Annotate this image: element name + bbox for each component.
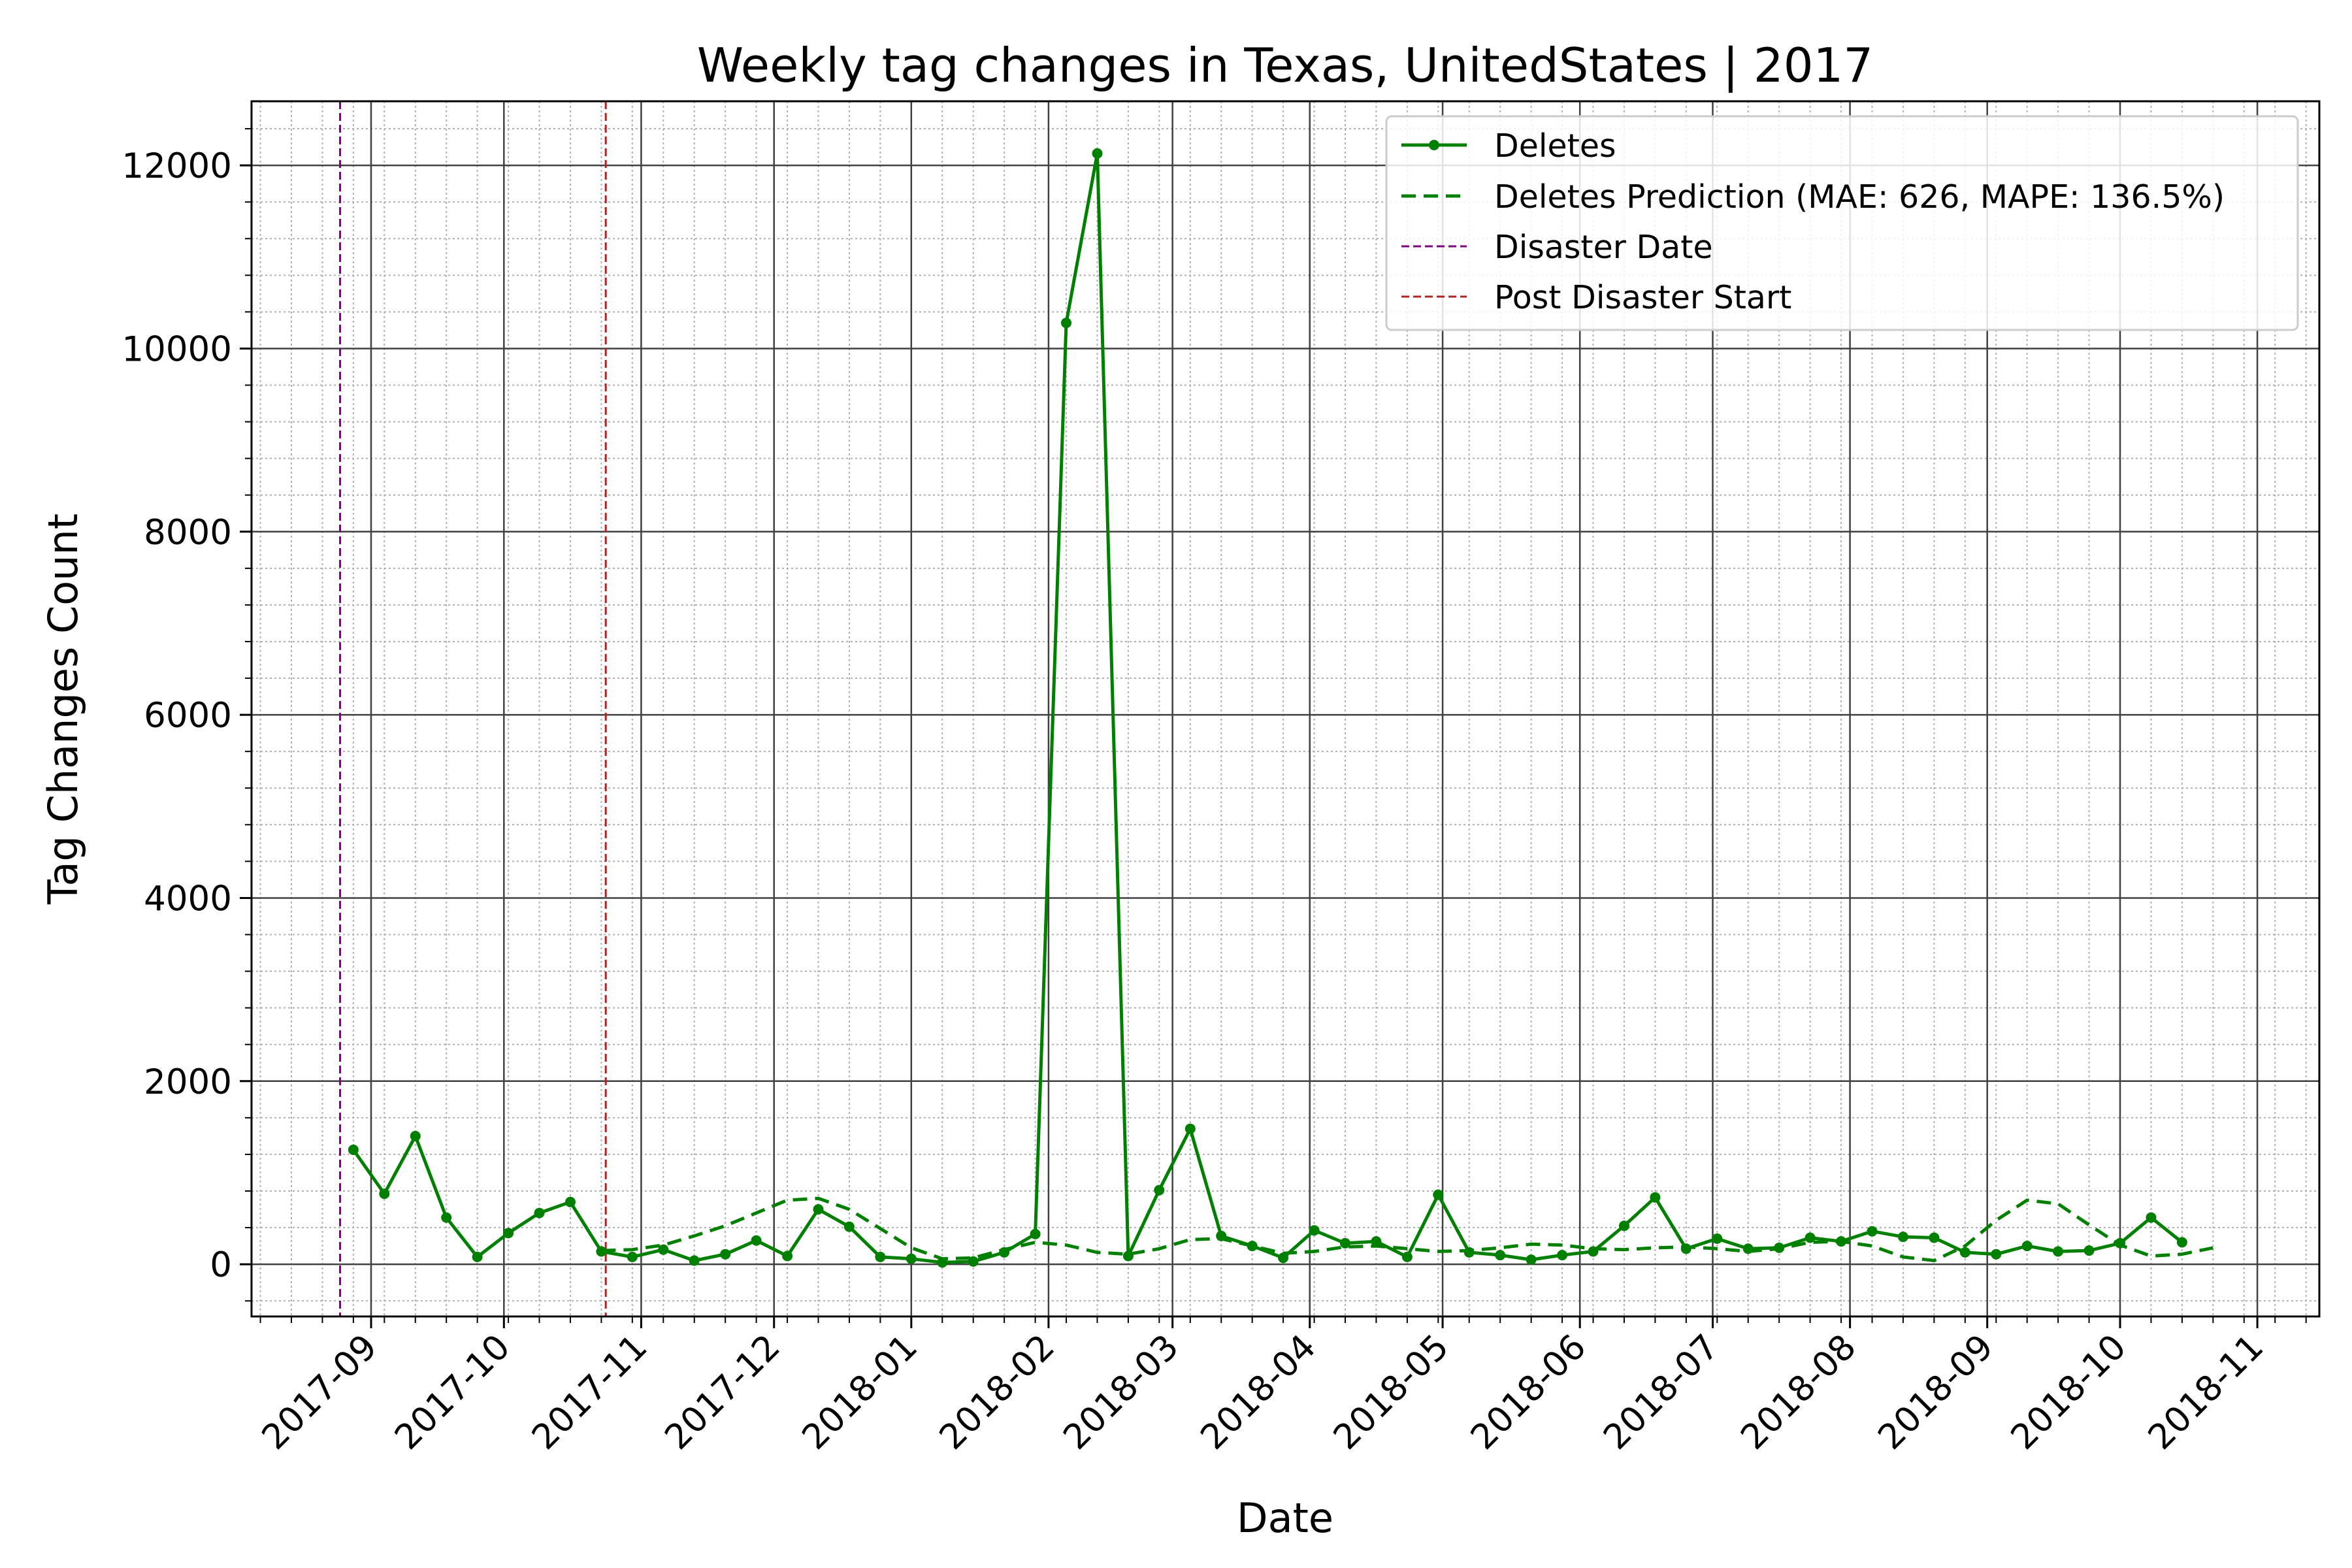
data-point: [1340, 1237, 1350, 1249]
data-point: [1959, 1247, 1970, 1258]
data-point: [1495, 1250, 1506, 1261]
data-point: [1557, 1250, 1568, 1261]
data-point: [1309, 1225, 1320, 1236]
grid-major: [252, 101, 2319, 1316]
data-point: [720, 1249, 731, 1260]
data-point: [2083, 1245, 2095, 1256]
series-layer: [348, 148, 2213, 1268]
data-point: [1278, 1252, 1289, 1264]
data-point: [1371, 1236, 1382, 1247]
legend-frame: [1385, 115, 2299, 331]
data-point: [658, 1244, 669, 1255]
data-point: [782, 1250, 793, 1262]
data-point: [1154, 1184, 1165, 1196]
plot-frame: [250, 100, 2321, 1318]
data-point: [1092, 148, 1103, 159]
legend-marker-deletes: [1429, 140, 1439, 150]
y-axis-label: Tag Changes Count: [39, 514, 87, 905]
legend-label-deletes: Deletes: [1494, 127, 1616, 165]
y-tick-label: 8000: [144, 513, 232, 553]
data-point: [2146, 1212, 2157, 1223]
legend-label-prediction: Deletes Prediction (MAE: 626, MAPE: 136.…: [1494, 178, 2225, 216]
data-point: [1184, 1123, 1196, 1134]
y-tick-label: 2000: [144, 1062, 232, 1102]
data-point: [503, 1228, 514, 1239]
data-point: [2021, 1241, 2033, 1252]
y-tick-label: 6000: [144, 696, 232, 736]
data-point: [1619, 1220, 1629, 1232]
data-point: [1030, 1228, 1041, 1239]
data-point: [348, 1144, 359, 1155]
data-point: [689, 1255, 700, 1266]
data-point: [1712, 1233, 1723, 1244]
data-point: [906, 1253, 917, 1264]
data-point: [2053, 1246, 2064, 1257]
data-point: [1433, 1189, 1444, 1200]
data-point: [1061, 318, 1071, 329]
data-point: [627, 1251, 638, 1262]
data-point: [1991, 1249, 2002, 1260]
data-point: [1929, 1232, 1940, 1243]
data-point: [1805, 1232, 1816, 1243]
data-point: [565, 1196, 576, 1207]
data-point: [813, 1204, 824, 1215]
data-point: [1897, 1232, 1908, 1243]
y-tick-label: 0: [210, 1245, 232, 1285]
series-line-deletes: [351, 152, 2183, 1264]
chart-title: Weekly tag changes in Texas, UnitedState…: [697, 38, 1873, 93]
x-axis-label: Date: [1237, 1494, 1333, 1542]
data-point: [751, 1235, 762, 1246]
legend-label-disaster-date: Disaster Date: [1494, 229, 1713, 266]
data-point: [843, 1221, 855, 1232]
data-point: [410, 1130, 421, 1141]
data-point: [472, 1251, 483, 1262]
y-tick-label: 12000: [122, 146, 232, 186]
data-point: [441, 1212, 452, 1223]
y-tick-label: 4000: [144, 879, 232, 919]
data-point: [2176, 1237, 2187, 1248]
legend: Deletes Deletes Prediction (MAE: 626, MA…: [1385, 115, 2299, 331]
data-point: [534, 1207, 545, 1218]
data-point: [968, 1256, 979, 1267]
legend-label-post-disaster: Post Disaster Start: [1494, 279, 1791, 316]
series-line-prediction: [601, 1196, 2213, 1262]
data-point: [875, 1251, 886, 1262]
y-axis: 0 2000 4000 6000 8000 10000 12000: [122, 128, 252, 1302]
data-point: [379, 1188, 390, 1200]
data-point: [1867, 1226, 1878, 1237]
data-point: [1526, 1254, 1537, 1266]
reference-lines: [339, 101, 607, 1316]
data-point: [1401, 1251, 1413, 1262]
y-tick-label: 10000: [122, 329, 232, 369]
data-point: [1650, 1192, 1661, 1203]
